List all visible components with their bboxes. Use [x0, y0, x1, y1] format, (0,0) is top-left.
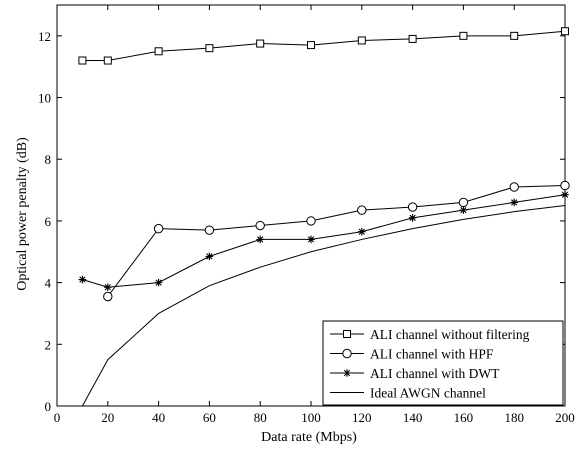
data-point-0 — [78, 56, 87, 65]
y-tick-label: 8 — [45, 152, 52, 167]
y-tick-label: 2 — [45, 337, 52, 352]
x-tick-label: 0 — [54, 410, 61, 425]
data-point-2 — [104, 283, 112, 292]
data-point-2 — [78, 275, 87, 284]
data-point-2 — [205, 252, 214, 261]
y-tick-label: 10 — [38, 91, 51, 106]
y-tick-label: 12 — [38, 29, 51, 44]
legend — [322, 320, 564, 406]
data-point-0 — [459, 31, 468, 40]
x-tick-label: 80 — [254, 410, 267, 425]
x-tick-label: 100 — [301, 410, 321, 425]
data-point-1 — [407, 202, 418, 212]
data-point-1 — [103, 291, 113, 302]
data-point-1 — [153, 223, 164, 234]
data-point-2 — [561, 190, 569, 199]
data-point-1 — [204, 225, 215, 235]
data-point-1 — [560, 180, 570, 191]
data-point-0 — [256, 39, 265, 48]
x-tick-label: 120 — [352, 410, 372, 425]
y-axis-label: Optical power penalty (dB) — [15, 137, 30, 291]
data-point-0 — [510, 31, 519, 40]
data-point-2 — [154, 278, 163, 287]
legend-marker-1 — [342, 348, 352, 359]
x-axis-label: Data rate (Mbps) — [261, 430, 357, 445]
data-point-1 — [306, 216, 316, 226]
x-tick-label: 180 — [504, 410, 524, 425]
data-point-0 — [205, 44, 214, 53]
data-point-1 — [357, 205, 367, 215]
legend-entry-0: ALI channel without filtering — [370, 327, 530, 342]
data-point-0 — [154, 47, 163, 56]
data-point-1 — [509, 182, 519, 192]
x-tick-label: 200 — [555, 410, 575, 425]
data-point-2 — [358, 227, 366, 236]
data-point-2 — [307, 235, 315, 244]
series-line-0 — [82, 30, 566, 62]
data-point-0 — [408, 34, 417, 43]
data-point-0 — [561, 27, 569, 36]
legend-entry-1: ALI channel with HPF — [370, 347, 494, 362]
x-tick-label: 160 — [454, 410, 474, 425]
legend-entry-3: Ideal AWGN channel — [370, 386, 486, 401]
x-tick-label: 140 — [403, 410, 423, 425]
series-line-1 — [107, 184, 566, 297]
x-tick-label: 20 — [101, 410, 114, 425]
data-point-2 — [459, 206, 468, 214]
x-tick-label: 60 — [203, 410, 216, 425]
series-line-2 — [82, 194, 566, 288]
legend-marker-2 — [343, 369, 351, 377]
data-point-1 — [255, 220, 265, 231]
data-point-0 — [357, 36, 366, 45]
data-point-0 — [307, 41, 315, 50]
data-point-1 — [458, 197, 469, 208]
y-tick-label: 6 — [45, 214, 52, 229]
y-tick-label: 4 — [45, 276, 52, 291]
x-tick-label: 40 — [152, 410, 165, 425]
data-point-0 — [103, 56, 112, 65]
legend-marker-0 — [343, 330, 351, 338]
data-point-2 — [256, 235, 264, 244]
legend-entry-2: ALI channel with DWT — [370, 366, 500, 381]
data-point-2 — [408, 214, 417, 222]
y-tick-label: 0 — [45, 399, 52, 414]
series-line-3 — [81, 205, 566, 407]
data-point-2 — [510, 198, 518, 207]
